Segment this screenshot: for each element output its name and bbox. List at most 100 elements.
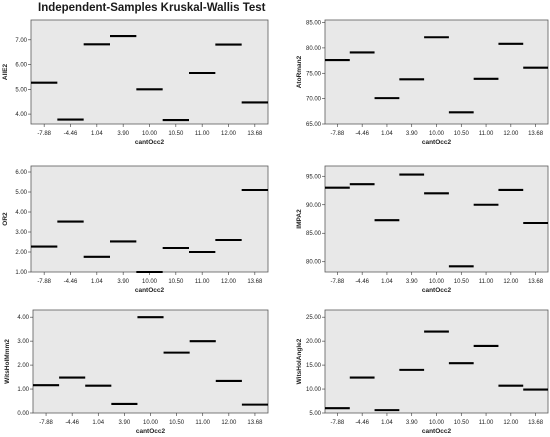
x-tick-label: 10.50 — [454, 131, 470, 137]
y-tick-label: 15.00 — [306, 363, 322, 369]
y-tick-label: 20.00 — [306, 339, 322, 345]
x-tick-label: -7.88 — [39, 420, 53, 426]
x-tick-label: 10.00 — [429, 279, 445, 285]
x-axis-title: cantOcc2 — [136, 428, 166, 435]
x-tick-label: 13.68 — [247, 279, 263, 285]
x-tick-label: 11.00 — [479, 131, 494, 137]
y-axis-title: AllE2 — [2, 63, 9, 80]
chart-panel-atorman2: 65.00 70.00 75.00 80.00 85.00 -7.88 -4.46 1.04 3… — [296, 19, 549, 146]
x-tick-label: 10.50 — [168, 131, 184, 137]
x-tick-label: 3.90 — [406, 420, 418, 426]
y-tick-label: 4.00 — [15, 112, 27, 118]
x-tick-label: 3.90 — [117, 131, 129, 137]
x-tick-label: 11.00 — [195, 131, 210, 137]
x-tick-label: 13.68 — [528, 279, 544, 285]
y-tick-label: 5.00 — [15, 190, 27, 196]
x-tick-label: -7.88 — [37, 131, 51, 137]
x-tick-label: 3.90 — [406, 279, 418, 285]
x-tick-label: 3.90 — [117, 279, 129, 285]
x-tick-label: 3.90 — [406, 131, 418, 137]
x-tick-label: 1.04 — [381, 131, 393, 137]
y-axis-title: WitsHolAngle2 — [296, 338, 303, 384]
x-axis-title: cantOcc2 — [422, 139, 452, 146]
page-title: Independent-Samples Kruskal-Wallis Test — [38, 2, 266, 14]
x-tick-label: -4.46 — [355, 131, 369, 137]
y-tick-label: 1.00 — [17, 387, 29, 393]
chart-panel-witsholmmm2: 0.00 1.00 2.00 3.00 4.00 -7.88 -4.46 1.04 3.90 10… — [4, 309, 269, 435]
y-tick-label: 2.00 — [15, 250, 27, 256]
x-tick-label: 10.00 — [429, 420, 445, 426]
y-tick-label: 10.00 — [306, 387, 322, 393]
y-tick-label: 25.00 — [306, 315, 322, 321]
x-tick-label: 11.00 — [195, 279, 210, 285]
plot-area — [32, 309, 269, 414]
x-tick-label: -4.46 — [65, 420, 79, 426]
x-tick-label: 10.50 — [454, 279, 470, 285]
y-tick-label: 5.00 — [309, 411, 321, 417]
y-tick-label: 75.00 — [306, 71, 322, 77]
chart-panel-witsholangle2: 5.00 10.00 15.00 20.00 25.00 -7.88 -4.46 1.04 3.… — [296, 309, 549, 435]
chart-panel-impa2: 80.00 85.00 90.00 95.00 -7.88 -4.46 1.04 3.90 10… — [296, 165, 549, 294]
x-tick-label: -4.46 — [64, 279, 78, 285]
y-axis-title: AtoRman2 — [296, 55, 303, 88]
y-tick-label: 85.00 — [306, 21, 322, 27]
y-tick-label: 80.00 — [306, 260, 322, 266]
chart-panel-or2: 1.00 2.00 3.00 4.00 5.00 6.00 -7.88 -4.46 1.04 3.… — [2, 165, 269, 294]
plot-area — [324, 19, 549, 125]
x-tick-label: 11.00 — [195, 420, 210, 426]
y-tick-label: 90.00 — [306, 203, 322, 209]
x-tick-label: 11.00 — [479, 279, 494, 285]
x-tick-label: 10.00 — [142, 279, 158, 285]
y-tick-label: 5.00 — [15, 87, 27, 93]
x-tick-label: 13.68 — [247, 131, 263, 137]
x-tick-label: 10.50 — [169, 420, 185, 426]
x-tick-label: -7.88 — [331, 420, 345, 426]
plot-area — [324, 309, 549, 414]
y-axis-title: IMPA2 — [296, 209, 303, 229]
y-tick-label: 6.00 — [15, 170, 27, 176]
x-tick-label: 12.00 — [221, 279, 237, 285]
x-axis-title: cantOcc2 — [135, 139, 165, 146]
y-tick-label: 95.00 — [306, 174, 322, 180]
y-tick-label: 3.00 — [15, 230, 27, 236]
x-tick-label: 1.04 — [91, 131, 103, 137]
x-tick-label: 10.50 — [168, 279, 184, 285]
y-tick-label: 4.00 — [15, 210, 27, 216]
y-tick-label: 70.00 — [306, 97, 322, 103]
x-tick-label: 13.68 — [247, 420, 263, 426]
x-tick-label: 12.00 — [503, 131, 519, 137]
x-tick-label: 11.00 — [479, 420, 494, 426]
plot-area — [324, 165, 549, 273]
x-tick-label: 10.00 — [143, 420, 159, 426]
x-axis-title: cantOcc2 — [422, 428, 452, 435]
y-tick-label: 2.00 — [17, 363, 29, 369]
x-tick-label: 1.04 — [381, 420, 393, 426]
x-tick-label: -4.46 — [355, 279, 369, 285]
y-tick-label: 80.00 — [306, 46, 322, 52]
x-tick-label: 12.00 — [221, 420, 237, 426]
x-tick-label: 12.00 — [503, 279, 519, 285]
y-tick-label: 65.00 — [306, 122, 322, 128]
x-tick-label: -7.88 — [37, 279, 51, 285]
y-tick-label: 6.00 — [15, 63, 27, 69]
y-tick-label: 1.00 — [15, 270, 27, 276]
x-tick-label: 3.90 — [119, 420, 131, 426]
x-tick-label: 1.04 — [92, 420, 104, 426]
x-tick-label: -7.88 — [331, 279, 345, 285]
y-axis-title: OR2 — [2, 212, 9, 226]
x-tick-label: 1.04 — [381, 279, 393, 285]
chart-panel-alle2: 4.00 5.00 6.00 7.00 -7.88 -4.46 1.04 3.90 10.00 1… — [2, 19, 269, 146]
x-axis-title: cantOcc2 — [422, 287, 452, 294]
x-tick-label: 10.50 — [454, 420, 470, 426]
y-tick-label: 4.00 — [17, 315, 29, 321]
y-tick-label: 3.00 — [17, 339, 29, 345]
x-tick-label: 10.00 — [142, 131, 158, 137]
y-tick-label: 0.00 — [17, 411, 29, 417]
x-tick-label: 13.68 — [528, 420, 544, 426]
x-tick-label: -7.88 — [331, 131, 345, 137]
plot-area — [30, 19, 269, 125]
x-tick-label: 12.00 — [221, 131, 237, 137]
x-tick-label: 12.00 — [503, 420, 519, 426]
y-tick-label: 7.00 — [15, 38, 27, 44]
x-axis-title: cantOcc2 — [135, 287, 165, 294]
